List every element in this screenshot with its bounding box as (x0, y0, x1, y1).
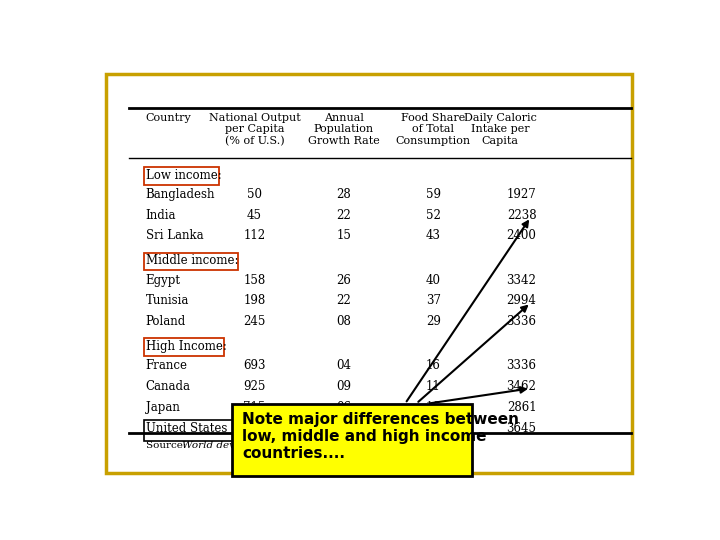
Text: 10: 10 (336, 422, 351, 435)
Text: 16: 16 (426, 359, 441, 372)
Text: 04: 04 (336, 359, 351, 372)
FancyBboxPatch shape (233, 404, 472, 476)
Text: United States: United States (145, 422, 228, 435)
Text: 3462: 3462 (507, 380, 536, 393)
Text: 1927: 1927 (507, 188, 536, 201)
Text: 28: 28 (336, 188, 351, 201)
Text: 52: 52 (426, 208, 441, 221)
Text: 59: 59 (426, 188, 441, 201)
Text: 925: 925 (243, 380, 266, 393)
Text: 13: 13 (426, 422, 441, 435)
Text: 37: 37 (426, 294, 441, 307)
Text: Country: Country (145, 113, 192, 123)
Text: 245: 245 (243, 315, 266, 328)
Text: India: India (145, 208, 176, 221)
Text: 08: 08 (336, 315, 351, 328)
Text: 26: 26 (336, 274, 351, 287)
Text: 2994: 2994 (507, 294, 536, 307)
Text: Tunisia: Tunisia (145, 294, 189, 307)
Text: 3342: 3342 (507, 274, 536, 287)
Text: Egypt: Egypt (145, 274, 181, 287)
Text: 3336: 3336 (506, 315, 536, 328)
Text: Food Share
of Total
Consumption: Food Share of Total Consumption (395, 113, 471, 146)
Text: 06: 06 (336, 401, 351, 414)
Text: Middle income:: Middle income: (145, 254, 238, 267)
Text: Annual
Population
Growth Rate: Annual Population Growth Rate (308, 113, 379, 146)
Text: 11: 11 (426, 380, 441, 393)
Text: France: France (145, 359, 188, 372)
Text: Canada: Canada (145, 380, 191, 393)
Text: 2400: 2400 (507, 230, 536, 242)
Text: 40: 40 (426, 274, 441, 287)
Text: 50: 50 (247, 188, 262, 201)
Text: , various issues.: , various issues. (279, 441, 364, 450)
Text: 1000: 1000 (240, 422, 269, 435)
Text: 112: 112 (243, 230, 266, 242)
Text: 198: 198 (243, 294, 266, 307)
Text: 693: 693 (243, 359, 266, 372)
Text: 29: 29 (426, 315, 441, 328)
Text: World development report: World development report (182, 441, 320, 450)
Text: 15: 15 (336, 230, 351, 242)
Text: Low income:: Low income: (145, 168, 222, 182)
Text: National Output
per Capita
(% of U.S.): National Output per Capita (% of U.S.) (209, 113, 300, 146)
Text: Poland: Poland (145, 315, 186, 328)
Text: 3336: 3336 (506, 359, 536, 372)
Text: Daily Caloric
Intake per
Capita: Daily Caloric Intake per Capita (464, 113, 536, 146)
Text: Japan: Japan (145, 401, 180, 414)
Text: 09: 09 (336, 380, 351, 393)
Text: 45: 45 (247, 208, 262, 221)
Text: 22: 22 (336, 294, 351, 307)
Text: High Income:: High Income: (145, 340, 227, 353)
Text: 3645: 3645 (506, 422, 536, 435)
Text: 2861: 2861 (507, 401, 536, 414)
Text: Note major differences between
low, middle and high income
countries....: Note major differences between low, midd… (243, 411, 519, 461)
Text: 715: 715 (243, 401, 266, 414)
Text: 2238: 2238 (507, 208, 536, 221)
Text: 158: 158 (243, 274, 266, 287)
Text: 22: 22 (336, 208, 351, 221)
Text: 43: 43 (426, 230, 441, 242)
Text: Bangladesh: Bangladesh (145, 188, 215, 201)
Text: Sri Lanka: Sri Lanka (145, 230, 204, 242)
Text: Source:: Source: (145, 441, 189, 450)
Text: 16: 16 (426, 401, 441, 414)
